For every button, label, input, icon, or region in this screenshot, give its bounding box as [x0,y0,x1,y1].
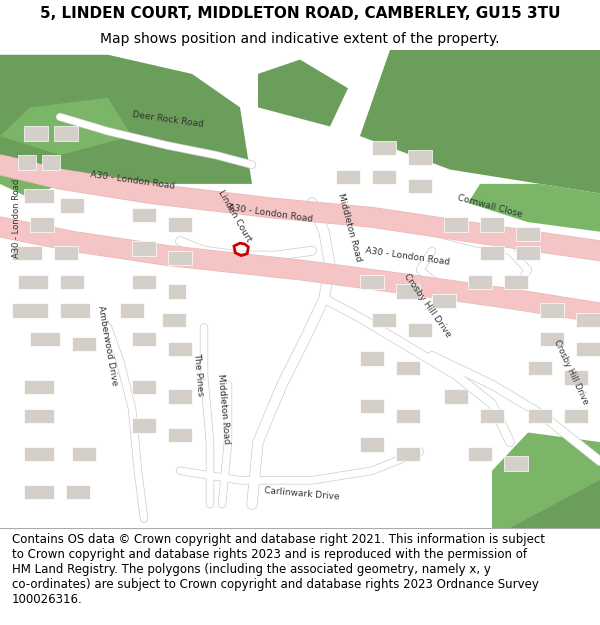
Text: The Pines: The Pines [192,352,205,396]
Bar [72,447,96,461]
Bar [60,198,84,212]
Text: A30 - London Road: A30 - London Road [228,203,314,224]
Bar [480,217,504,232]
Bar [444,389,468,404]
Text: A30 - London Road: A30 - London Road [365,246,451,267]
Bar [132,241,156,256]
Bar [60,275,84,289]
Bar [408,322,432,337]
Bar [372,313,396,328]
Bar [480,409,504,423]
Bar [30,332,60,346]
Text: Linden Court: Linden Court [216,188,253,243]
Polygon shape [360,50,600,194]
Bar [540,303,564,318]
Polygon shape [492,432,600,528]
Text: A30 - London Road: A30 - London Road [90,170,176,191]
Bar [360,399,384,413]
Bar [120,303,144,318]
Bar [168,428,192,442]
Bar [528,409,552,423]
Bar [576,342,600,356]
Bar [408,179,432,194]
Bar [54,126,78,141]
Bar [360,351,384,366]
Text: Deer Rock Road: Deer Rock Road [132,109,205,129]
Bar [396,284,420,299]
Bar [168,342,192,356]
Bar [162,313,186,328]
Bar [576,313,600,328]
Bar [24,485,54,499]
Bar [24,447,54,461]
Bar [444,217,468,232]
Bar [12,246,42,261]
Text: A30 - London Road: A30 - London Road [12,178,21,258]
Bar [18,155,36,169]
Bar [396,361,420,375]
Bar [18,275,48,289]
Text: 5, LINDEN COURT, MIDDLETON ROAD, CAMBERLEY, GU15 3TU: 5, LINDEN COURT, MIDDLETON ROAD, CAMBERL… [40,6,560,21]
Bar [24,189,54,203]
Bar [66,485,90,499]
Polygon shape [0,98,132,155]
Bar [408,151,432,165]
Bar [168,284,186,299]
Bar [24,380,54,394]
Text: Amberwood Drive: Amberwood Drive [96,305,119,387]
Bar [168,389,192,404]
Bar [516,246,540,261]
Text: Middleton Road: Middleton Road [336,192,363,262]
Bar [42,155,60,169]
Text: Contains OS data © Crown copyright and database right 2021. This information is : Contains OS data © Crown copyright and d… [12,533,545,606]
Bar [528,361,552,375]
Bar [360,438,384,452]
Bar [504,275,528,289]
Text: Map shows position and indicative extent of the property.: Map shows position and indicative extent… [100,32,500,46]
Bar [24,409,54,423]
Bar [372,141,396,155]
Bar [480,246,504,261]
Bar [132,332,156,346]
Bar [372,169,396,184]
Polygon shape [258,59,348,126]
Bar [564,371,588,384]
Text: Crosby Hill Drive: Crosby Hill Drive [402,272,453,339]
Bar [12,303,48,318]
Polygon shape [0,165,60,198]
Bar [360,275,384,289]
Bar [432,294,456,308]
Polygon shape [468,184,600,232]
Polygon shape [0,55,252,184]
Bar [60,303,90,318]
Bar [468,275,492,289]
Text: Cornwall Close: Cornwall Close [456,193,523,219]
Bar [168,251,192,265]
Bar [540,332,564,346]
Bar [168,217,192,232]
Bar [132,275,156,289]
Text: Middleton Road: Middleton Road [216,373,231,444]
Bar [396,447,420,461]
Bar [72,337,96,351]
Bar [30,217,54,232]
Bar [396,409,420,423]
Bar [132,380,156,394]
Bar [468,447,492,461]
Polygon shape [510,480,600,528]
Bar [132,418,156,432]
Bar [54,246,78,261]
Bar [24,126,48,141]
Bar [564,409,588,423]
Bar [516,227,540,241]
Bar [336,169,360,184]
Bar [504,456,528,471]
Text: Carlinwark Drive: Carlinwark Drive [264,486,340,501]
Text: Crosby Hill Drive: Crosby Hill Drive [552,338,590,406]
Bar [132,208,156,222]
